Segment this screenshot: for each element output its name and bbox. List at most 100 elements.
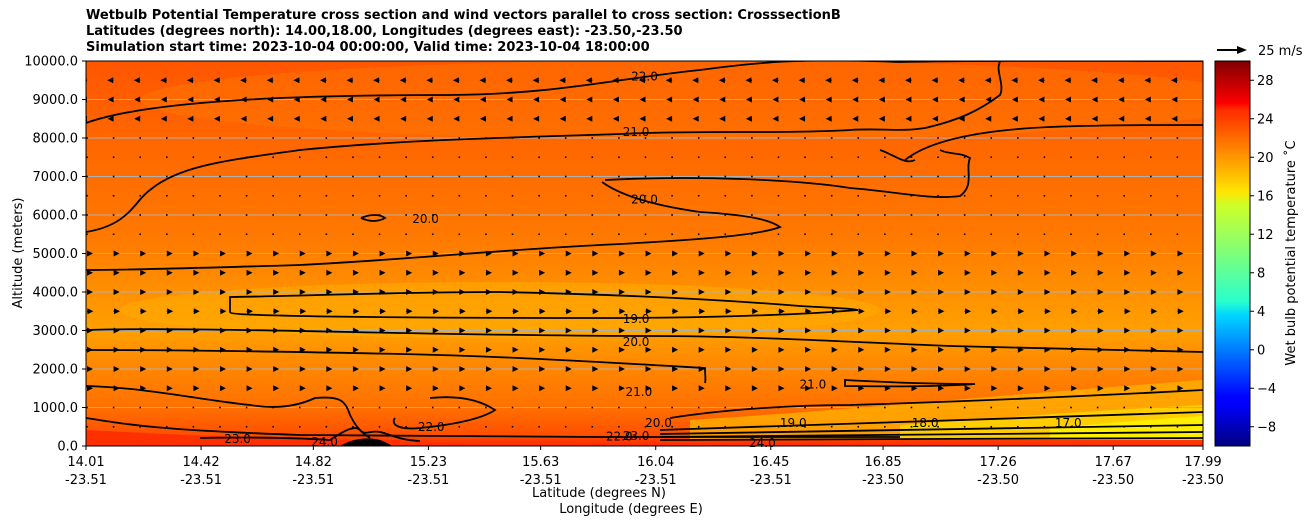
wind-vector-head	[240, 77, 247, 84]
wind-vector	[273, 366, 280, 372]
wind-vector	[165, 194, 168, 197]
wind-vector-head	[585, 77, 592, 84]
wind-vector-head	[432, 269, 439, 276]
wind-vector-dot	[591, 406, 594, 409]
wind-vector	[1017, 366, 1024, 372]
wind-vector-dot	[139, 233, 141, 236]
wind-vector-head	[1177, 346, 1184, 353]
wind-vector-head	[931, 77, 938, 84]
wind-vector	[192, 175, 195, 178]
wind-vector-head	[1017, 250, 1024, 257]
wind-vector	[326, 289, 333, 295]
wind-vector	[751, 156, 753, 159]
wind-vector-dot	[990, 137, 993, 139]
wind-vector	[1043, 233, 1046, 236]
wind-vector	[539, 250, 546, 257]
wind-vector	[1123, 175, 1126, 178]
wind-vector	[458, 194, 461, 197]
wind-vector	[938, 308, 945, 315]
wind-vector-dot	[219, 156, 221, 159]
wind-vector-dot	[724, 406, 727, 409]
wind-vector-head	[1044, 308, 1051, 315]
chart-title-line-3: Simulation start time: 2023-10-04 00:00:…	[86, 40, 650, 55]
wind-vector-head	[672, 385, 679, 392]
wind-vector-dot	[538, 406, 540, 409]
wind-vector-dot	[431, 406, 434, 409]
wind-vector	[825, 115, 832, 122]
wind-vector-head	[479, 115, 486, 122]
x-tick-label-lat: 16.45	[752, 455, 789, 470]
wind-vectors	[86, 77, 1184, 428]
wind-vector-head	[1177, 366, 1184, 372]
wind-vector	[964, 327, 971, 334]
wind-vector-head	[938, 385, 945, 392]
wind-vector-dot	[777, 406, 780, 409]
wind-vector-head	[884, 269, 891, 276]
wind-vector	[725, 269, 732, 276]
wind-vector	[1124, 308, 1131, 315]
wind-vector-dot	[804, 406, 806, 409]
wind-vector-dot	[112, 194, 115, 197]
wind-vector	[991, 269, 998, 276]
wind-vector-dot	[1096, 194, 1099, 197]
wind-vector	[511, 156, 514, 159]
wind-vector	[1177, 250, 1184, 257]
wind-vector-dot	[937, 425, 939, 428]
wind-vector	[272, 233, 274, 236]
wind-vector-head	[852, 96, 859, 103]
colorbar-tick-label: −4	[1257, 382, 1276, 397]
wind-vector	[1150, 250, 1157, 257]
wind-vector	[538, 156, 540, 159]
wind-vector	[672, 308, 679, 315]
wind-vector-dot	[86, 156, 88, 159]
wind-vector-head	[87, 289, 93, 295]
wind-vector	[1150, 406, 1152, 409]
wind-vector	[1124, 385, 1131, 392]
wind-vector	[831, 385, 838, 392]
wind-vector	[751, 289, 758, 295]
wind-vector-head	[373, 96, 380, 103]
wind-vector-dot	[804, 175, 806, 178]
wind-vector-head	[326, 269, 333, 276]
x-tick-label-lat: 17.67	[1095, 455, 1132, 470]
contour-label: 22.0	[631, 69, 658, 83]
wind-vector	[592, 366, 599, 372]
wind-vector	[857, 194, 860, 197]
wind-vector-dot	[165, 156, 168, 159]
wind-vector	[1070, 214, 1072, 216]
wind-vector	[426, 96, 433, 103]
wind-vector	[1011, 96, 1018, 103]
wind-vector-head	[932, 115, 939, 122]
wind-vector	[618, 346, 625, 353]
wind-vector-dot	[272, 425, 274, 428]
wind-vector-head	[1097, 269, 1104, 276]
wind-vector	[804, 194, 806, 197]
wind-vector	[299, 385, 306, 392]
wind-vector-dot	[511, 214, 514, 216]
wind-vector	[565, 366, 572, 372]
wind-vector	[565, 385, 572, 392]
wind-vector	[772, 96, 779, 103]
wind-vector	[964, 346, 971, 353]
wind-vector-dot	[192, 194, 195, 197]
wind-vector	[459, 346, 466, 353]
wind-vector	[87, 385, 93, 392]
wind-vector	[618, 425, 620, 428]
wind-vector	[990, 406, 993, 409]
wind-vector-dot	[884, 156, 886, 159]
wind-vector	[724, 425, 727, 428]
wind-vector-head	[1071, 327, 1078, 334]
wind-vector-dot	[697, 156, 700, 159]
wind-vector-head	[193, 250, 200, 257]
wind-vector	[273, 346, 280, 353]
wind-vector-head	[725, 289, 732, 295]
wind-vector-head	[938, 289, 945, 295]
wind-vector	[1043, 194, 1046, 197]
wind-vector-dot	[1176, 137, 1179, 139]
wind-vector	[724, 194, 727, 197]
wind-vector-head	[692, 96, 699, 103]
wind-vector	[405, 214, 407, 216]
wind-vector	[671, 137, 673, 139]
wind-vector	[1150, 346, 1157, 353]
wind-vector	[910, 194, 913, 197]
